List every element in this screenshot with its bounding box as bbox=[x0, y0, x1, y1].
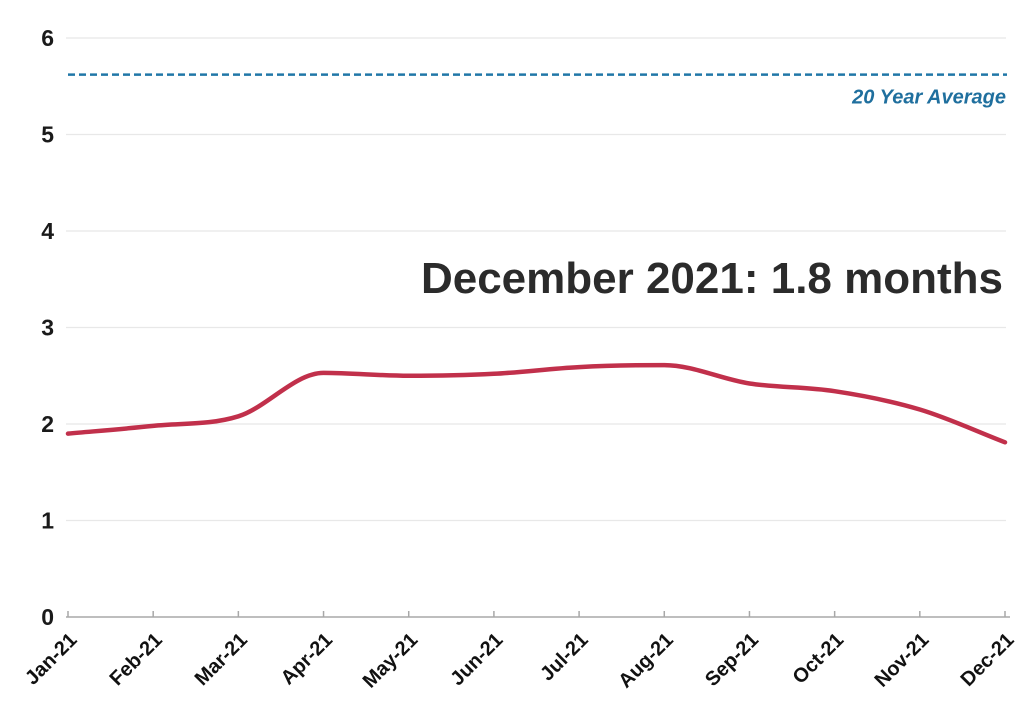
gridlines bbox=[66, 37, 1006, 522]
y-tick-label: 2 bbox=[41, 411, 54, 437]
x-tick-label: Nov-21 bbox=[871, 629, 934, 692]
x-tick-label: May-21 bbox=[359, 629, 423, 693]
x-tick-label: Feb-21 bbox=[106, 629, 167, 690]
y-tick-label: 4 bbox=[41, 218, 54, 244]
y-tick-label: 1 bbox=[41, 508, 54, 534]
y-tick-label: 5 bbox=[41, 122, 54, 148]
x-tick-label: Sep-21 bbox=[701, 629, 763, 691]
y-tick-label: 6 bbox=[41, 25, 54, 51]
x-tick-label: Oct-21 bbox=[789, 629, 849, 689]
x-tick-label: Aug-21 bbox=[614, 629, 677, 692]
data-series-line bbox=[65, 362, 1008, 445]
reference-line-label: 20 Year Average bbox=[851, 87, 1006, 109]
x-axis bbox=[66, 611, 1010, 618]
x-tick-label: Jul-21 bbox=[536, 629, 592, 685]
chart-annotation: December 2021: 1.8 months bbox=[421, 254, 1003, 303]
x-tick-label: Dec-21 bbox=[957, 629, 1019, 691]
x-tick-label: Apr-21 bbox=[277, 629, 337, 689]
x-tick-label: Jun-21 bbox=[446, 629, 507, 690]
x-tick-label: Mar-21 bbox=[191, 629, 252, 690]
y-axis-tick-labels: 0 1 2 3 4 5 6 bbox=[41, 25, 54, 630]
x-tick-label: Jan-21 bbox=[21, 629, 81, 689]
y-tick-label: 0 bbox=[41, 604, 54, 630]
y-tick-label: 3 bbox=[41, 315, 54, 341]
x-axis-tick-labels: Jan-21 Feb-21 Mar-21 Apr-21 May-21 Jun-21 Jul-… bbox=[21, 629, 1018, 693]
